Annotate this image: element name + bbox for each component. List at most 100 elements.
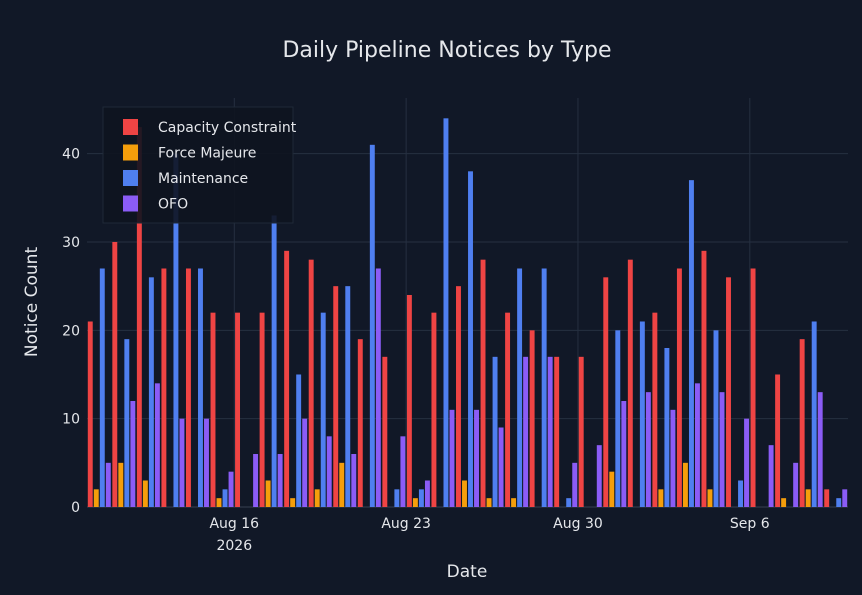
bar-force-majeure bbox=[290, 498, 296, 507]
bar-maintenance bbox=[222, 489, 228, 507]
bar-maintenance bbox=[688, 180, 694, 507]
legend-swatch bbox=[123, 144, 138, 161]
bar-maintenance bbox=[345, 286, 351, 507]
bar-ofo bbox=[744, 418, 750, 507]
bar-force-majeure bbox=[314, 489, 320, 507]
x-tick-label: Aug 30 bbox=[553, 516, 603, 532]
bar-force-majeure bbox=[339, 462, 345, 507]
bar-capacity-constraint bbox=[456, 286, 461, 507]
bar-ofo bbox=[547, 356, 553, 507]
bar-ofo bbox=[842, 489, 848, 507]
bar-maintenance bbox=[664, 347, 670, 507]
bar-ofo bbox=[523, 356, 529, 507]
bar-capacity-constraint bbox=[554, 356, 560, 507]
bar-ofo bbox=[326, 436, 332, 507]
bar-maintenance bbox=[811, 321, 817, 507]
bar-ofo bbox=[351, 454, 357, 507]
bar-maintenance bbox=[198, 268, 203, 507]
bar-maintenance bbox=[566, 498, 572, 507]
bar-force-majeure bbox=[609, 471, 615, 507]
bar-force-majeure bbox=[781, 498, 787, 507]
bar-capacity-constraint bbox=[210, 312, 216, 507]
bar-capacity-constraint bbox=[676, 268, 682, 507]
bar-capacity-constraint bbox=[235, 312, 241, 507]
bar-capacity-constraint bbox=[259, 312, 265, 507]
bar-ofo bbox=[449, 409, 455, 507]
y-tick-label: 40 bbox=[62, 147, 80, 163]
x-tick-label: Sep 6 bbox=[730, 516, 770, 532]
bar-capacity-constraint bbox=[775, 374, 781, 507]
bar-ofo bbox=[596, 445, 602, 507]
bar-capacity-constraint bbox=[406, 294, 412, 507]
bar-capacity-constraint bbox=[603, 277, 609, 507]
bar-force-majeure bbox=[805, 489, 811, 507]
y-axis-title: Notice Count bbox=[22, 247, 42, 358]
bar-maintenance bbox=[615, 330, 621, 507]
bar-force-majeure bbox=[682, 462, 688, 507]
x-axis-ticks: Aug 16 2026 Aug 23 Aug 30 Sep 6 bbox=[209, 516, 769, 554]
x-tick-label: Aug 16 bbox=[209, 516, 259, 532]
y-tick-label: 10 bbox=[62, 412, 80, 428]
bar-ofo bbox=[424, 480, 430, 507]
bar-capacity-constraint bbox=[799, 339, 805, 507]
bar-force-majeure bbox=[412, 498, 418, 507]
bar-capacity-constraint bbox=[185, 268, 191, 507]
bar-capacity-constraint bbox=[382, 356, 388, 507]
bar-capacity-constraint bbox=[726, 277, 731, 507]
bar-maintenance bbox=[738, 480, 743, 507]
bar-capacity-constraint bbox=[505, 312, 511, 507]
bar-maintenance bbox=[836, 498, 842, 507]
bar-maintenance bbox=[296, 374, 302, 507]
bar-maintenance bbox=[443, 118, 449, 507]
bar-ofo bbox=[253, 454, 259, 507]
bar-ofo bbox=[474, 409, 479, 507]
bar-maintenance bbox=[369, 144, 375, 507]
legend-label: Force Majeure bbox=[158, 146, 256, 162]
bar-capacity-constraint bbox=[652, 312, 658, 507]
legend-swatch bbox=[123, 195, 138, 212]
x-tick-label: Aug 23 bbox=[381, 516, 431, 532]
bar-ofo bbox=[105, 462, 111, 507]
bar-capacity-constraint bbox=[578, 356, 584, 507]
bar-force-majeure bbox=[511, 498, 517, 507]
bar-ofo bbox=[768, 445, 774, 507]
bar-force-majeure bbox=[216, 498, 222, 507]
bar-maintenance bbox=[418, 489, 424, 507]
bar-capacity-constraint bbox=[529, 330, 535, 507]
bar-maintenance bbox=[320, 312, 326, 507]
bar-ofo bbox=[498, 427, 504, 507]
bar-maintenance bbox=[173, 153, 179, 507]
bar-force-majeure bbox=[707, 489, 713, 507]
bar-ofo bbox=[694, 383, 700, 507]
bar-force-majeure bbox=[658, 489, 664, 507]
y-axis-ticks: 0 10 20 30 40 bbox=[62, 147, 80, 516]
bar-maintenance bbox=[541, 268, 547, 507]
bar-ofo bbox=[793, 462, 799, 507]
bar-capacity-constraint bbox=[824, 489, 830, 507]
y-tick-label: 0 bbox=[71, 500, 80, 516]
bar-force-majeure bbox=[142, 480, 148, 507]
bar-capacity-constraint bbox=[161, 268, 167, 507]
bar-maintenance bbox=[394, 489, 400, 507]
chart-title: Daily Pipeline Notices by Type bbox=[282, 38, 611, 63]
bar-force-majeure bbox=[462, 480, 467, 507]
bar-ofo bbox=[154, 383, 160, 507]
bar-capacity-constraint bbox=[480, 259, 486, 507]
bar-ofo bbox=[719, 392, 725, 507]
y-tick-label: 30 bbox=[62, 235, 80, 251]
bar-ofo bbox=[302, 418, 308, 507]
legend: Capacity Constraint Force Majeure Maintena… bbox=[102, 106, 297, 224]
legend-label: Capacity Constraint bbox=[158, 120, 297, 136]
legend-swatch bbox=[123, 170, 138, 186]
bar-maintenance bbox=[148, 277, 154, 507]
bar-ofo bbox=[375, 268, 381, 507]
legend-label: Maintenance bbox=[158, 171, 248, 187]
bar-ofo bbox=[670, 409, 676, 507]
bar-maintenance bbox=[124, 339, 130, 507]
bar-maintenance bbox=[517, 268, 523, 507]
x-tick-year-label: 2026 bbox=[216, 538, 252, 554]
bar-maintenance bbox=[713, 330, 719, 507]
bar-maintenance bbox=[271, 215, 277, 508]
legend-label: OFO bbox=[158, 197, 188, 213]
